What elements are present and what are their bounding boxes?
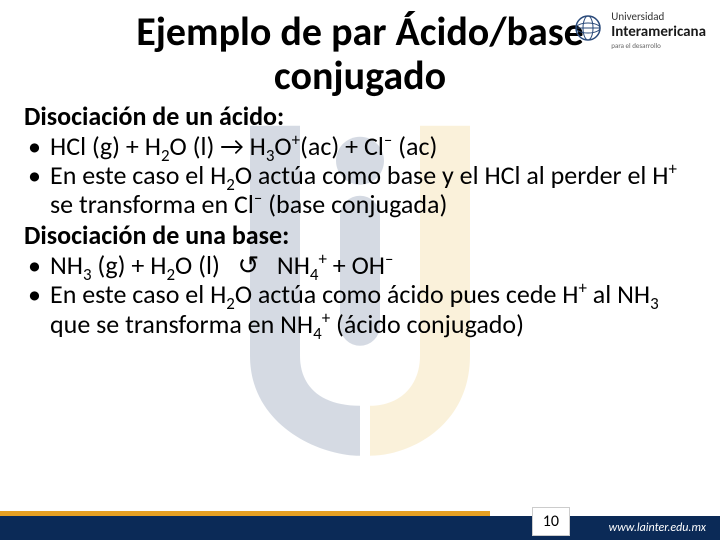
title-line2: conjugado [274, 51, 446, 100]
logo-tagline: para el desarrollo [611, 41, 706, 50]
section1-heading: Disociación de un ácido: [24, 100, 696, 132]
university-logo: Universidad Interamericana para el desar… [574, 10, 706, 50]
content-area: Ejemplo de par Ácido/base conjugado Diso… [0, 0, 720, 339]
section2-heading: Disociación de una base: [24, 219, 696, 251]
title-line1: Ejemplo de par Ácido/base [136, 7, 584, 56]
bullet-2: En este caso el H2O actúa como base y el… [24, 161, 696, 219]
footer: 10 www.lainter.edu.mx [0, 500, 720, 540]
bullet-3: NH3 (g) + H2O (l) ↺ NH4+ + OH– [24, 251, 696, 280]
logo-label-small: Universidad [611, 10, 706, 23]
bullet-list-1: HCl (g) + H2O (l) → H3O+(ac) + Cl– (ac) … [24, 132, 696, 219]
page-number: 10 [532, 507, 570, 536]
bullet-4: En este caso el H2O actúa como ácido pue… [24, 280, 696, 338]
globe-icon [574, 14, 602, 47]
bullet-list-2: NH3 (g) + H2O (l) ↺ NH4+ + OH– En este c… [24, 251, 696, 338]
footer-url: www.lainter.edu.mx [609, 521, 706, 535]
logo-label-main: Interamericana [611, 23, 706, 41]
bullet-1: HCl (g) + H2O (l) → H3O+(ac) + Cl– (ac) [24, 132, 696, 161]
slide: Universidad Interamericana para el desar… [0, 0, 720, 540]
